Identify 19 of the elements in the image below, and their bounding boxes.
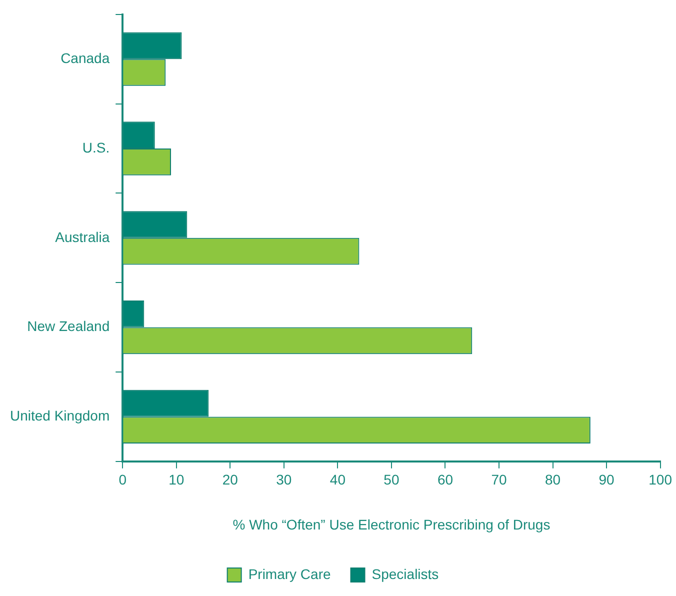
y-tick-label: United Kingdom — [10, 408, 110, 424]
y-tick-label: Canada — [60, 50, 110, 66]
legend-label: Specialists — [372, 566, 439, 582]
x-tick-label: 30 — [276, 472, 292, 488]
y-tick-label: New Zealand — [27, 318, 110, 334]
x-tick-label: 20 — [222, 472, 238, 488]
y-tick-label: U.S. — [82, 139, 110, 156]
x-tick-label: 70 — [491, 472, 508, 488]
x-tick-label: 40 — [330, 472, 346, 488]
x-tick-label: 80 — [544, 472, 561, 488]
legend-label: Primary Care — [248, 566, 331, 582]
x-tick-label: 50 — [384, 472, 400, 488]
x-tick-label: 60 — [437, 472, 454, 488]
x-tick-label: 90 — [598, 472, 615, 488]
x-axis-title: % Who “Often” Use Electronic Prescribing of Drugs — [232, 516, 550, 532]
x-tick-label: 10 — [168, 472, 184, 488]
x-tick-label: 100 — [648, 472, 672, 488]
y-tick-label: Australia — [55, 228, 110, 245]
x-tick-label: 0 — [118, 472, 127, 488]
